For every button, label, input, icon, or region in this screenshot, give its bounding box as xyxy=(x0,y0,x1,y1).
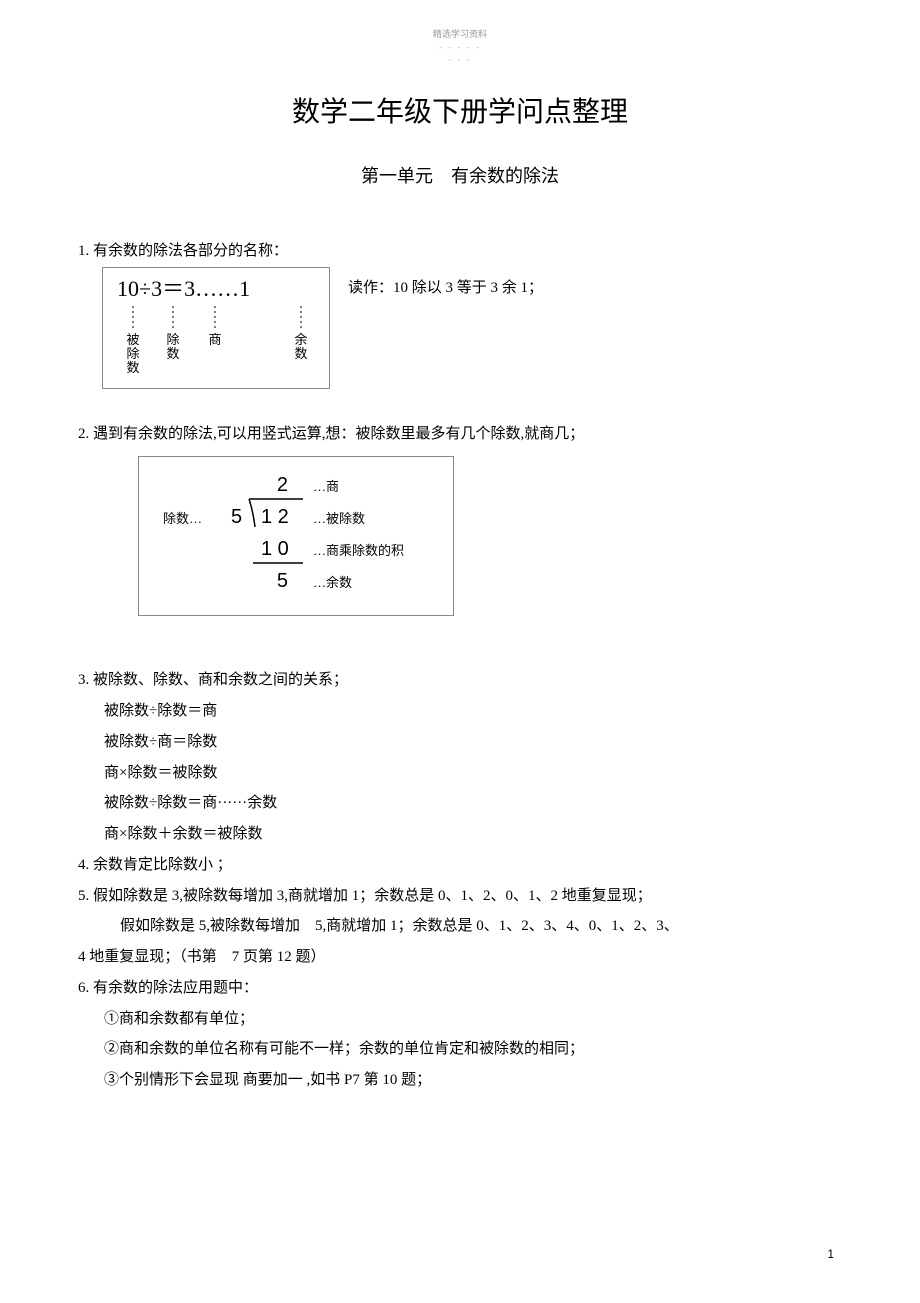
reading-text: 读作：10 除以 3 等于 3 余 1； xyxy=(348,273,543,304)
label-remainder: …余数 xyxy=(313,575,352,590)
remainder-num: 5 xyxy=(277,570,288,592)
figure-1-box: 10÷3＝3……1 被 除 数 除 数 商 余 数 xyxy=(102,267,330,389)
unit-subtitle: 第一单元 有余数的除法 xyxy=(78,162,842,188)
figure-2-box: 2 5 1 2 1 0 5 除数… …商 …被除数 …商乘除数的积 …余数 xyxy=(138,456,454,616)
svg-text:数: 数 xyxy=(294,346,307,361)
label-product: …商乘除数的积 xyxy=(313,543,404,558)
item-3-line-4: 商×除数＋余数＝被除数 xyxy=(78,819,842,850)
header-watermark: 精选学习资料 - - - - - - - - xyxy=(433,28,487,66)
svg-text:数: 数 xyxy=(126,360,139,375)
dividend-num: 1 2 xyxy=(261,506,289,528)
item-5-line-1: 5. 假如除数是 3,被除数每增加 3,商就增加 1；余数总是 0、1、2、0、… xyxy=(78,881,842,912)
item-3-line-3: 被除数÷除数＝商······余数 xyxy=(78,788,842,819)
item-6-heading: 6. 有余数的除法应用题中： xyxy=(78,973,842,1004)
item-1-heading: 1. 有余数的除法各部分的名称： xyxy=(78,236,842,267)
page-title: 数学二年级下册学问点整理 xyxy=(78,90,842,130)
item-6-line-2: ③个别情形下会显现 商要加一 ,如书 P7 第 10 题； xyxy=(78,1065,842,1096)
page-number: 1 xyxy=(827,1247,834,1261)
label-divisor: 除数… xyxy=(163,511,202,526)
item-6-line-1: ②商和余数的单位名称有可能不一样；余数的单位肯定和被除数的相同； xyxy=(78,1034,842,1065)
division-parts-diagram: 10÷3＝3……1 被 除 数 除 数 商 余 数 xyxy=(111,274,321,384)
item-3-line-2: 商×除数＝被除数 xyxy=(78,758,842,789)
item-2-heading: 2. 遇到有余数的除法,可以用竖式运算,想：被除数里最多有几个除数,就商几； xyxy=(78,419,842,450)
watermark-dashes-2: - - - xyxy=(433,53,487,66)
quotient-num: 2 xyxy=(277,474,288,496)
svg-text:被: 被 xyxy=(126,332,139,347)
svg-text:余: 余 xyxy=(294,332,307,347)
body-section: 1. 有余数的除法各部分的名称： 10÷3＝3……1 被 除 数 除 数 商 xyxy=(78,236,842,1096)
svg-text:除: 除 xyxy=(166,332,179,347)
figure-2-wrap: 2 5 1 2 1 0 5 除数… …商 …被除数 …商乘除数的积 …余数 xyxy=(138,456,842,628)
long-division-diagram: 2 5 1 2 1 0 5 除数… …商 …被除数 …商乘除数的积 …余数 xyxy=(153,467,439,607)
watermark-dashes-1: - - - - - xyxy=(433,41,487,54)
label-quotient: …商 xyxy=(313,479,339,494)
page-content: 数学二年级下册学问点整理 第一单元 有余数的除法 1. 有余数的除法各部分的名称… xyxy=(78,90,842,1096)
item-4: 4. 余数肯定比除数小 ； xyxy=(78,850,842,881)
watermark-text: 精选学习资料 xyxy=(433,28,487,41)
expr-text: 10÷3＝3……1 xyxy=(117,276,250,301)
item-6-line-0: ①商和余数都有单位； xyxy=(78,1004,842,1035)
item-3-line-1: 被除数÷商＝除数 xyxy=(78,727,842,758)
item-5-line-2: 假如除数是 5,被除数每增加 5,商就增加 1；余数总是 0、1、2、3、4、0… xyxy=(78,911,842,942)
svg-text:商: 商 xyxy=(208,332,221,347)
svg-text:除: 除 xyxy=(126,346,139,361)
svg-text:数: 数 xyxy=(166,346,179,361)
figure-1-wrap: 10÷3＝3……1 被 除 数 除 数 商 余 数 读作：10 xyxy=(78,267,842,389)
item-3-line-0: 被除数÷除数＝商 xyxy=(78,696,842,727)
product-num: 1 0 xyxy=(261,538,289,560)
item-3-heading: 3. 被除数、除数、商和余数之间的关系； xyxy=(78,665,842,696)
label-dividend: …被除数 xyxy=(313,511,365,526)
divisor-num: 5 xyxy=(231,506,242,528)
item-5-line-3: 4 地重复显现；（书第 7 页第 12 题） xyxy=(78,942,842,973)
